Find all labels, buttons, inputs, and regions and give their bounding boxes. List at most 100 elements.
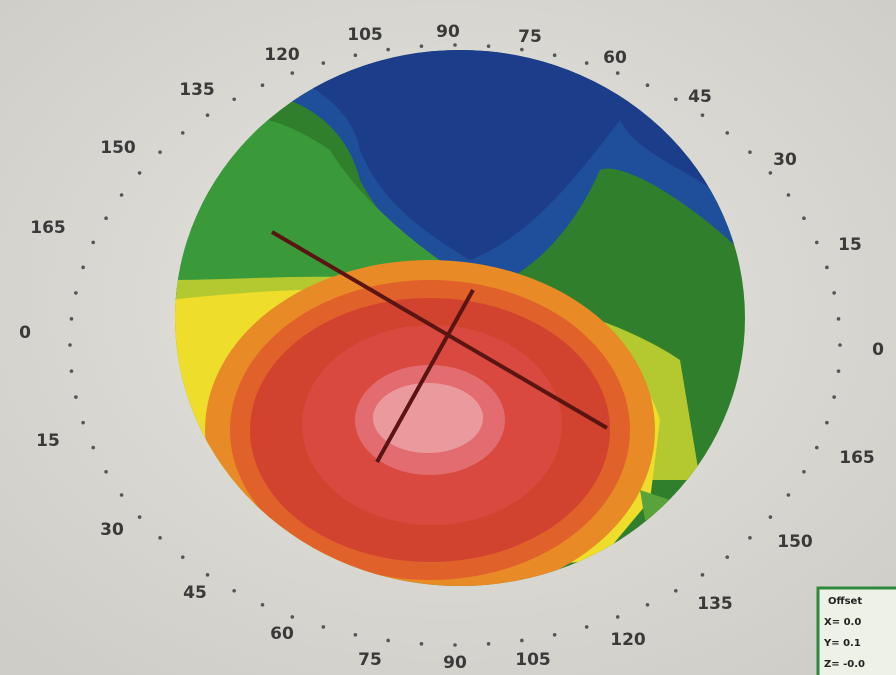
angle-label: 75: [358, 650, 382, 670]
legend-box: Offset X= 0.0 Y= 0.1 Z= -0.0: [818, 588, 896, 675]
scale-dot: [74, 291, 78, 295]
scale-dot: [802, 216, 806, 220]
angle-label: 30: [773, 150, 797, 170]
scale-dot: [232, 589, 236, 593]
scale-dot: [646, 83, 650, 87]
scale-dot: [701, 573, 705, 577]
legend-heading: Offset: [828, 596, 862, 607]
scale-dot: [104, 216, 108, 220]
legend-row: Z= -0.0: [824, 659, 865, 670]
scale-dot: [616, 71, 620, 75]
angle-label: 105: [515, 650, 551, 670]
scale-dot: [487, 44, 491, 48]
angle-label: 165: [839, 448, 875, 468]
angle-label: 105: [347, 25, 383, 45]
scale-dot: [674, 97, 678, 101]
scale-dot: [70, 369, 74, 373]
angle-label: 120: [264, 45, 300, 65]
scale-dot: [354, 633, 358, 637]
angle-label: 0: [872, 340, 884, 360]
scale-dot: [769, 171, 773, 175]
scale-dot: [725, 131, 729, 135]
scale-dot: [616, 615, 620, 619]
scale-dot: [386, 639, 390, 643]
scale-dot: [181, 555, 185, 559]
angle-label: 15: [36, 431, 60, 451]
scale-dot: [748, 536, 752, 540]
scale-dot: [420, 642, 424, 646]
topography-screen: 1201059075604530150165150135120105907560…: [0, 0, 896, 675]
angle-label: 150: [777, 532, 813, 552]
scale-dot: [815, 241, 819, 245]
scale-dot: [232, 97, 236, 101]
angle-label: 75: [518, 27, 542, 47]
scale-dot: [701, 113, 705, 117]
scale-dot: [74, 395, 78, 399]
scale-dot: [453, 643, 457, 647]
scale-dot: [120, 493, 124, 497]
scale-dot: [553, 633, 557, 637]
scale-dot: [206, 573, 210, 577]
scale-dot: [837, 317, 841, 321]
scale-dot: [520, 639, 524, 643]
angle-label: 60: [603, 48, 627, 68]
scale-dot: [68, 343, 72, 347]
angle-label: 45: [183, 583, 207, 603]
legend-row: Y= 0.1: [823, 638, 861, 649]
scale-dot: [748, 150, 752, 154]
scale-dot: [91, 241, 95, 245]
angle-label: 165: [30, 218, 66, 238]
scale-dot: [386, 48, 390, 52]
scale-dot: [787, 193, 791, 197]
scale-dot: [837, 369, 841, 373]
angle-label: 30: [100, 520, 124, 540]
angle-label: 90: [443, 653, 467, 673]
scale-dot: [290, 615, 294, 619]
angle-label: 15: [838, 235, 862, 255]
scale-dot: [261, 83, 265, 87]
scale-dot: [290, 71, 294, 75]
angle-label: 135: [697, 594, 733, 614]
scale-dot: [520, 48, 524, 52]
scale-dot: [91, 446, 95, 450]
scale-dot: [832, 291, 836, 295]
angle-label: 150: [100, 138, 136, 158]
scale-dot: [453, 43, 457, 47]
scale-dot: [206, 113, 210, 117]
scale-dot: [553, 53, 557, 57]
scale-dot: [487, 642, 491, 646]
scale-dot: [825, 266, 829, 270]
angle-label: 45: [688, 87, 712, 107]
scale-dot: [420, 44, 424, 48]
scale-dot: [81, 421, 85, 425]
scale-dot: [181, 131, 185, 135]
legend-row: X= 0.0: [824, 617, 861, 628]
scale-dot: [825, 421, 829, 425]
scale-dot: [261, 603, 265, 607]
scale-dot: [138, 515, 142, 519]
scale-dot: [674, 589, 678, 593]
scale-dot: [646, 603, 650, 607]
angle-label: 135: [179, 80, 215, 100]
scale-dot: [802, 470, 806, 474]
scale-dot: [81, 266, 85, 270]
angle-label: 90: [436, 22, 460, 42]
scale-dot: [585, 61, 589, 65]
scale-dot: [725, 555, 729, 559]
angle-label: 0: [19, 323, 31, 343]
scale-dot: [120, 193, 124, 197]
angle-label: 120: [610, 630, 646, 650]
scale-dot: [354, 53, 358, 57]
angle-label: 60: [270, 624, 294, 644]
scale-dot: [585, 625, 589, 629]
scale-dot: [815, 446, 819, 450]
scale-dot: [138, 171, 142, 175]
scale-dot: [104, 470, 108, 474]
scale-dot: [322, 61, 326, 65]
scale-dot: [838, 343, 842, 347]
scale-dot: [158, 536, 162, 540]
scale-dot: [832, 395, 836, 399]
scale-dot: [769, 515, 773, 519]
scale-dot: [787, 493, 791, 497]
scale-dot: [322, 625, 326, 629]
